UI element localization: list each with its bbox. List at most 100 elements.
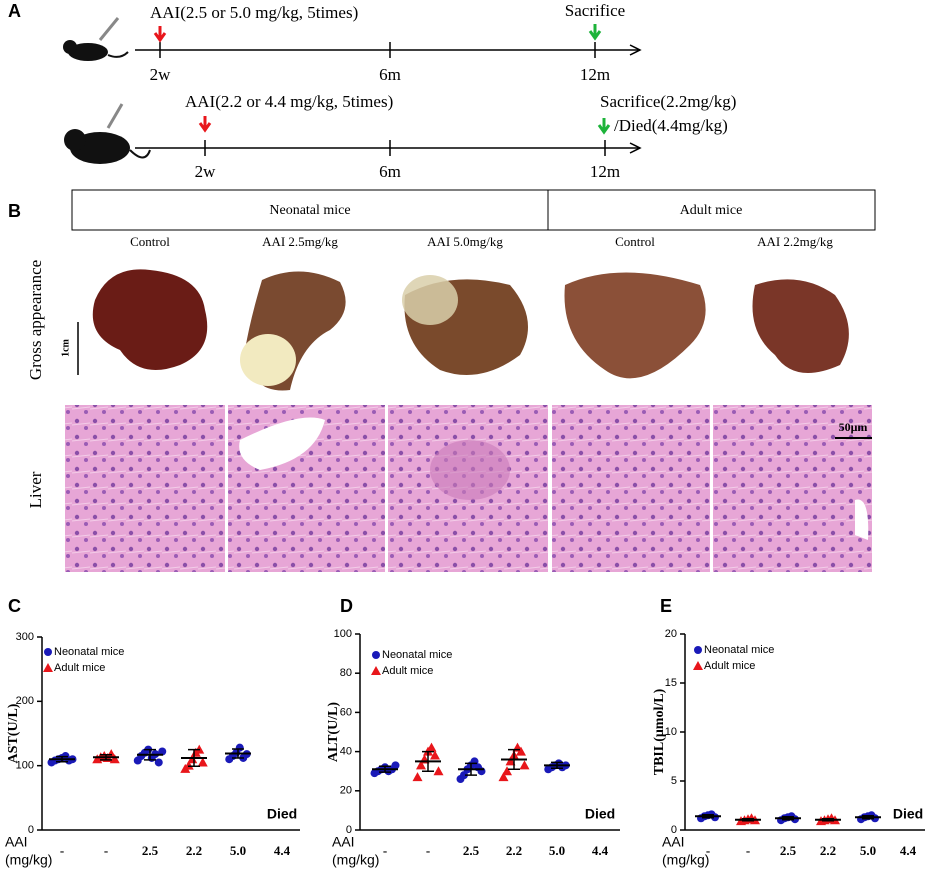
x-tick-label: 2.5 bbox=[780, 843, 797, 858]
data-point bbox=[235, 743, 244, 752]
panel-label: D bbox=[340, 596, 353, 616]
red-arrow bbox=[153, 26, 167, 43]
data-point bbox=[502, 766, 512, 776]
mouse-icon bbox=[63, 17, 129, 61]
data-point bbox=[109, 754, 120, 764]
x-tick-label: 4.4 bbox=[274, 843, 291, 858]
y-tick-label: 100 bbox=[334, 628, 352, 640]
error-bar bbox=[551, 761, 563, 770]
data-point bbox=[416, 760, 426, 770]
mouse-icon bbox=[64, 103, 151, 164]
data-point bbox=[460, 771, 468, 780]
legend-marker bbox=[372, 651, 380, 659]
annotation: Died bbox=[585, 806, 615, 822]
annotation: Died bbox=[267, 806, 297, 822]
endpoint: /Died(4.4mg/kg) bbox=[614, 116, 728, 135]
y-tick-label: 5 bbox=[671, 775, 677, 787]
treatment: AAI(2.2 or 4.4 mg/kg, 5times) bbox=[185, 92, 393, 111]
arrowhead bbox=[629, 44, 642, 56]
error-bar bbox=[422, 750, 434, 772]
y-axis-label: AST(U/L) bbox=[6, 703, 21, 763]
y-tick-label: 200 bbox=[16, 695, 34, 707]
y-tick-label: 300 bbox=[16, 631, 34, 643]
y-tick-label: 20 bbox=[340, 785, 352, 797]
green-arrow bbox=[597, 118, 611, 135]
legend-label: Adult mice bbox=[382, 665, 433, 677]
y-tick-label: 0 bbox=[346, 824, 352, 836]
x-tick-label: 5.0 bbox=[860, 843, 876, 858]
error-bar bbox=[144, 748, 156, 761]
y-tick-label: 15 bbox=[665, 677, 677, 689]
data-point bbox=[158, 747, 167, 756]
data-point bbox=[498, 772, 509, 782]
x-tick-label: - bbox=[383, 843, 387, 858]
row-label: Liver bbox=[26, 471, 45, 508]
panel-label: C bbox=[8, 596, 21, 616]
y-axis-label: ALT(U/L) bbox=[326, 702, 341, 763]
data-point bbox=[505, 756, 516, 766]
x-axis-label: (mg/kg) bbox=[662, 852, 709, 868]
error-bar bbox=[379, 765, 391, 773]
row-label: Gross appearance bbox=[26, 260, 45, 380]
error-bar bbox=[822, 817, 834, 822]
annotation: Died bbox=[893, 806, 923, 822]
data-point bbox=[154, 758, 163, 767]
y-tick-label: 0 bbox=[28, 824, 34, 836]
panel-label: E bbox=[660, 596, 672, 616]
panel-label: A bbox=[8, 1, 21, 21]
x-tick-label: 2.2 bbox=[186, 843, 202, 858]
error-bar bbox=[702, 814, 714, 819]
data-point bbox=[197, 757, 208, 767]
time-label: 12m bbox=[590, 162, 620, 181]
error-bar bbox=[508, 748, 520, 770]
x-tick-label: 2.2 bbox=[506, 843, 522, 858]
data-point bbox=[430, 750, 440, 760]
x-axis-label: AAI bbox=[332, 834, 355, 850]
legend-label: Adult mice bbox=[704, 660, 755, 672]
treatment: AAI(2.5 or 5.0 mg/kg, 5times) bbox=[150, 3, 358, 22]
x-tick-label: - bbox=[60, 843, 64, 858]
column-label: Control bbox=[615, 234, 655, 249]
column-label: AAI 2.2mg/kg bbox=[757, 234, 833, 249]
time-label: 2w bbox=[150, 65, 172, 84]
legend-marker bbox=[43, 663, 53, 672]
x-tick-label: 2.5 bbox=[463, 843, 480, 858]
legend-label: Neonatal mice bbox=[382, 649, 452, 661]
x-axis-label: AAI bbox=[5, 834, 28, 850]
x-tick-label: - bbox=[746, 843, 750, 858]
y-tick-label: 40 bbox=[340, 746, 352, 758]
error-bar bbox=[742, 817, 754, 822]
x-tick-label: - bbox=[104, 843, 108, 858]
data-point bbox=[412, 772, 423, 782]
error-bar bbox=[465, 762, 477, 776]
column-label: AAI 5.0mg/kg bbox=[427, 234, 503, 249]
error-bar bbox=[56, 755, 68, 763]
liver-photos bbox=[92, 269, 849, 391]
legend-marker bbox=[693, 661, 703, 670]
data-point bbox=[433, 766, 444, 776]
arrowhead bbox=[629, 142, 642, 154]
error-bar bbox=[188, 748, 200, 768]
scale-label: 1cm bbox=[60, 338, 71, 356]
x-tick-label: 4.4 bbox=[592, 843, 609, 858]
column-label: AAI 2.5mg/kg bbox=[262, 234, 338, 249]
legend-label: Neonatal mice bbox=[54, 646, 124, 658]
panel-label: B bbox=[8, 201, 21, 221]
time-label: 2w bbox=[195, 162, 217, 181]
legend-marker bbox=[44, 648, 52, 656]
red-arrow bbox=[198, 116, 212, 133]
data-point bbox=[519, 760, 530, 770]
legend-marker bbox=[694, 646, 702, 654]
y-axis-label: TBIL(μmol/L) bbox=[652, 688, 667, 775]
scale-label: 50μm bbox=[839, 420, 868, 434]
data-point bbox=[106, 749, 117, 759]
endpoint: Sacrifice(2.2mg/kg) bbox=[600, 92, 736, 111]
x-tick-label: - bbox=[706, 843, 710, 858]
histology-images bbox=[65, 405, 872, 572]
x-axis-label: AAI bbox=[662, 834, 685, 850]
error-bar bbox=[782, 816, 794, 821]
endpoint: Sacrifice bbox=[565, 1, 625, 20]
y-tick-label: 100 bbox=[16, 760, 34, 772]
data-point bbox=[516, 746, 526, 756]
x-tick-label: 5.0 bbox=[230, 843, 246, 858]
